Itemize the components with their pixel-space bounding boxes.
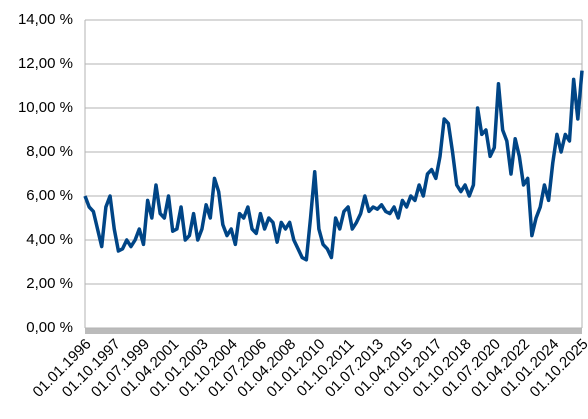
y-tick-label: 8,00 %: [26, 143, 73, 160]
y-tick-label: 12,00 %: [18, 55, 73, 72]
y-tick-label: 10,00 %: [18, 99, 73, 116]
y-tick-label: 2,00 %: [26, 275, 73, 292]
y-tick-label: 0,00 %: [26, 319, 73, 336]
y-tick-label: 6,00 %: [26, 187, 73, 204]
y-tick-label: 14,00 %: [18, 11, 73, 28]
y-tick-label: 4,00 %: [26, 231, 73, 248]
data-line: [83, 70, 584, 262]
x-axis-ticks: [85, 328, 582, 334]
